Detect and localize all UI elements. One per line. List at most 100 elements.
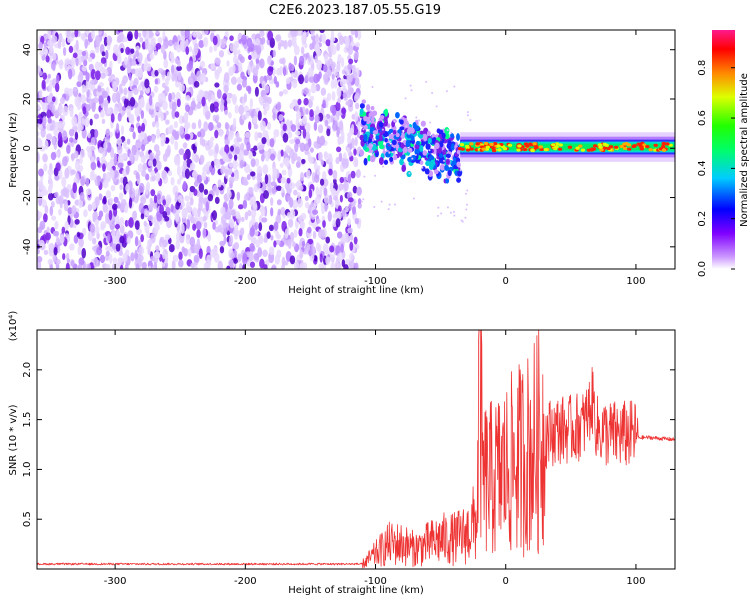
heatmap-cell — [149, 53, 155, 60]
heatmap-cell — [202, 227, 207, 239]
heatmap-cell — [174, 191, 179, 203]
heatmap-cell — [516, 148, 521, 152]
heatmap-cell — [129, 152, 134, 162]
heatmap-cell — [116, 144, 123, 155]
heatmap-cell — [158, 93, 163, 104]
heatmap-cell — [155, 149, 161, 157]
heatmap-cell — [280, 149, 284, 157]
heatmap-cell — [256, 181, 261, 190]
heatmap-cell — [235, 211, 241, 220]
heatmap-cell — [142, 162, 148, 171]
heatmap-cell — [323, 151, 328, 159]
heatmap-cell — [298, 227, 303, 237]
heatmap-cell — [109, 197, 114, 204]
heatmap-cell — [383, 116, 388, 123]
heatmap-cell — [85, 177, 90, 187]
heatmap-cell — [91, 30, 95, 40]
x-tick-label: -100 — [364, 276, 387, 287]
heatmap-cell — [346, 90, 352, 99]
heatmap-cell — [178, 148, 185, 156]
heatmap-cell — [360, 200, 363, 203]
heatmap-cell — [357, 202, 362, 209]
heatmap-cell — [371, 85, 374, 88]
heatmap-cell — [173, 120, 178, 129]
heatmap-cell — [403, 120, 410, 129]
heatmap-cell — [379, 115, 385, 120]
heatmap-cell — [168, 244, 175, 253]
heatmap-cell — [592, 144, 598, 148]
heatmap-cell — [122, 252, 128, 263]
heatmap-cell — [331, 188, 337, 197]
heatmap-cell — [204, 30, 209, 36]
y-tick-label: 2.0 — [22, 362, 33, 378]
heatmap-cell — [43, 249, 49, 256]
heatmap-cell — [280, 206, 286, 216]
heatmap-cell — [185, 201, 192, 212]
heatmap-cell — [209, 165, 213, 173]
heatmap-cell — [301, 240, 306, 248]
heatmap-cell — [220, 206, 226, 215]
heatmap-cell — [63, 200, 69, 212]
heatmap-cell — [333, 195, 339, 201]
heatmap-cell — [109, 253, 113, 264]
heatmap-cell — [177, 71, 182, 81]
heatmap-cell — [129, 97, 136, 107]
heatmap-cell — [135, 45, 140, 52]
heatmap-cell — [198, 248, 203, 259]
heatmap-cell — [347, 227, 353, 234]
heatmap-cell — [37, 226, 43, 234]
heatmap-cell — [170, 203, 174, 213]
heatmap-cell — [186, 63, 192, 72]
heatmap-cell — [144, 57, 148, 67]
heatmap-cell — [195, 221, 202, 230]
heatmap-cell — [48, 243, 54, 249]
heatmap-cell — [258, 222, 263, 232]
heatmap-cell — [102, 163, 106, 172]
heatmap-cell — [174, 212, 180, 223]
heatmap-cell — [134, 249, 138, 261]
heatmap-cell — [469, 142, 474, 146]
heatmap-cell — [137, 67, 143, 78]
heatmap-cell — [250, 171, 256, 177]
heatmap-cell — [198, 40, 205, 48]
heatmap-cell — [319, 135, 326, 146]
heatmap-cell — [113, 196, 119, 204]
heatmap-cell — [308, 76, 315, 83]
heatmap-cell — [276, 101, 281, 112]
heatmap-cell — [112, 263, 116, 269]
heatmap-cell — [69, 107, 74, 118]
heatmap-cell — [107, 233, 111, 242]
heatmap-cell — [260, 153, 265, 162]
heatmap-cell — [84, 117, 90, 128]
heatmap-cell — [401, 164, 407, 173]
heatmap-cell — [267, 30, 274, 41]
heatmap-cell — [223, 236, 227, 244]
heatmap-cell — [335, 218, 341, 228]
heatmap-cell — [502, 147, 508, 151]
heatmap-cell — [161, 82, 166, 88]
heatmap-cell — [269, 138, 275, 148]
heatmap-cell — [294, 104, 300, 112]
heatmap-cell — [322, 220, 326, 228]
heatmap-cell — [232, 64, 236, 73]
heatmap-cell — [373, 205, 376, 208]
heatmap-cell — [112, 203, 118, 211]
heatmap-cell — [291, 155, 295, 165]
heatmap-cell — [219, 148, 224, 156]
heatmap-cell — [165, 110, 169, 116]
heatmap-cell — [322, 171, 327, 182]
heatmap-cell — [170, 92, 176, 100]
heatmap-cell — [181, 246, 186, 254]
heatmap-cell — [314, 114, 320, 124]
heatmap-cell — [256, 172, 262, 183]
heatmap-cell — [237, 253, 242, 262]
heatmap-cell — [322, 178, 329, 187]
heatmap-cell — [264, 85, 270, 94]
heatmap-cell — [179, 174, 184, 181]
heatmap-cell — [295, 161, 301, 168]
heatmap-cell — [368, 143, 373, 150]
heatmap-cell — [342, 84, 347, 94]
heatmap-cell — [287, 218, 294, 228]
heatmap-cell — [110, 113, 115, 123]
heatmap-cell — [38, 239, 45, 247]
